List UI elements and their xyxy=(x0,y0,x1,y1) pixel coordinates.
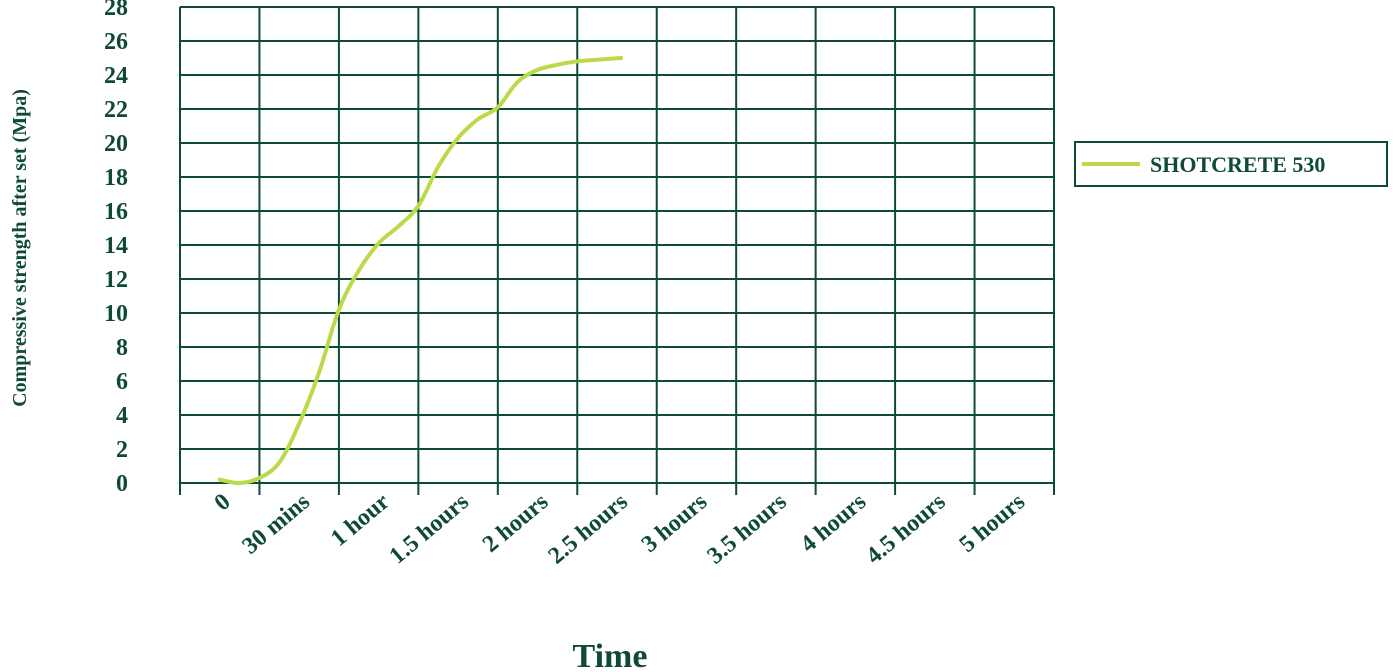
x-tick-label-7: 3.5 hours xyxy=(703,489,792,570)
y-tick-label-28: 28 xyxy=(104,0,128,21)
x-tick-label-5: 2.5 hours xyxy=(544,489,633,570)
series-lines xyxy=(217,56,623,486)
y-tick-label-8: 8 xyxy=(116,335,128,361)
legend: SHOTCRETE 530 xyxy=(1074,141,1388,187)
x-axis-title: Time xyxy=(573,638,648,672)
x-tick-label-10: 5 hours xyxy=(955,489,1030,558)
y-tick-label-18: 18 xyxy=(104,165,128,191)
y-tick-label-24: 24 xyxy=(104,63,128,89)
x-tick-label-8: 4 hours xyxy=(796,489,871,558)
grid-lines xyxy=(179,6,1055,495)
x-tick-label-1: 30 mins xyxy=(238,489,316,560)
legend-label-shotcrete-530: SHOTCRETE 530 xyxy=(1150,152,1325,177)
series-line-shotcrete-530 xyxy=(217,56,623,486)
y-tick-label-20: 20 xyxy=(104,131,128,157)
y-tick-label-2: 2 xyxy=(116,437,128,463)
x-tick-label-2: 1 hour xyxy=(326,488,395,551)
x-tick-label-9: 4.5 hours xyxy=(861,489,950,570)
y-tick-label-4: 4 xyxy=(116,403,128,429)
y-tick-label-26: 26 xyxy=(104,29,128,55)
y-tick-label-14: 14 xyxy=(104,233,128,259)
legend-box xyxy=(1074,141,1388,187)
y-tick-label-12: 12 xyxy=(104,267,128,293)
x-tick-label-6: 3 hours xyxy=(637,489,712,558)
y-tick-label-6: 6 xyxy=(116,369,128,395)
y-tick-label-16: 16 xyxy=(104,199,128,225)
x-tick-label-4: 2 hours xyxy=(478,489,553,558)
y-tick-label-10: 10 xyxy=(104,301,128,327)
y-axis-title: Compressive strength after set (Mpa) xyxy=(9,89,31,407)
x-tick-label-3: 1.5 hours xyxy=(385,489,474,570)
y-tick-label-22: 22 xyxy=(104,97,128,123)
x-tick-label-0: 0 xyxy=(210,489,236,517)
y-tick-label-0: 0 xyxy=(116,471,128,497)
